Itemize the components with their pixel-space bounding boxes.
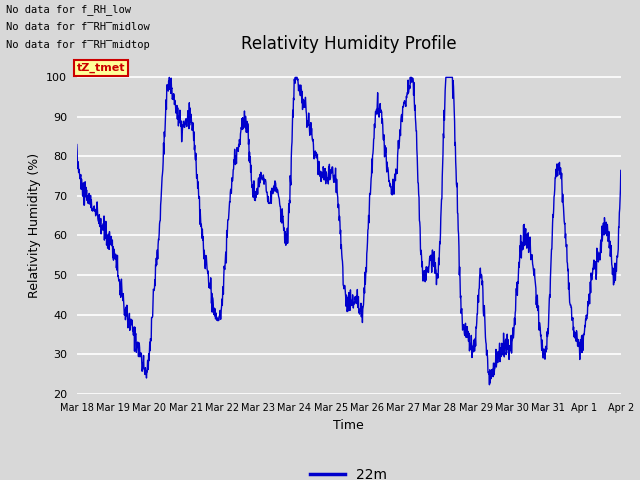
Text: No data for f_RH_low: No data for f_RH_low	[6, 4, 131, 15]
Text: No data for f̅RH̅midtop: No data for f̅RH̅midtop	[6, 39, 150, 49]
Text: No data for f̅RH̅midlow: No data for f̅RH̅midlow	[6, 22, 150, 32]
Legend: 22m: 22m	[305, 462, 393, 480]
Y-axis label: Relativity Humidity (%): Relativity Humidity (%)	[28, 153, 40, 298]
Text: tZ_tmet: tZ_tmet	[77, 63, 125, 73]
Title: Relativity Humidity Profile: Relativity Humidity Profile	[241, 35, 456, 53]
X-axis label: Time: Time	[333, 419, 364, 432]
